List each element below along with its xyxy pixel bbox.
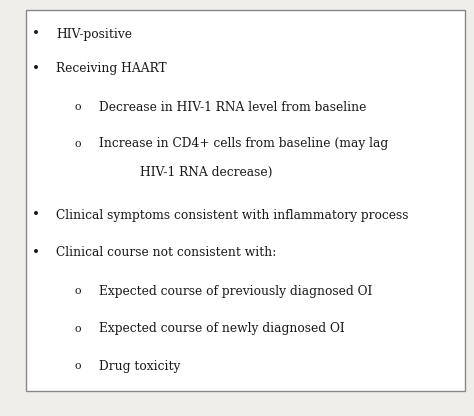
Text: Expected course of newly diagnosed OI: Expected course of newly diagnosed OI — [99, 322, 344, 335]
Text: HIV-positive: HIV-positive — [56, 27, 132, 41]
Text: •: • — [32, 246, 39, 260]
Text: o: o — [75, 324, 82, 334]
Text: Clinical course not consistent with:: Clinical course not consistent with: — [56, 246, 276, 260]
Text: Drug toxicity: Drug toxicity — [99, 359, 180, 373]
Text: Increase in CD4+ cells from baseline (may lag: Increase in CD4+ cells from baseline (ma… — [99, 137, 388, 150]
Text: o: o — [75, 286, 82, 296]
Text: Receiving HAART: Receiving HAART — [56, 62, 166, 75]
Text: Decrease in HIV-1 RNA level from baseline: Decrease in HIV-1 RNA level from baselin… — [99, 101, 366, 114]
Text: •: • — [32, 208, 39, 223]
Text: o: o — [75, 139, 82, 149]
Text: •: • — [32, 27, 39, 41]
Text: •: • — [32, 62, 39, 76]
FancyBboxPatch shape — [26, 10, 465, 391]
Text: Expected course of previously diagnosed OI: Expected course of previously diagnosed … — [99, 285, 372, 298]
Text: HIV-1 RNA decrease): HIV-1 RNA decrease) — [140, 166, 273, 179]
Text: o: o — [75, 102, 82, 112]
Text: o: o — [75, 361, 82, 371]
Text: Clinical symptoms consistent with inflammatory process: Clinical symptoms consistent with inflam… — [56, 209, 409, 222]
